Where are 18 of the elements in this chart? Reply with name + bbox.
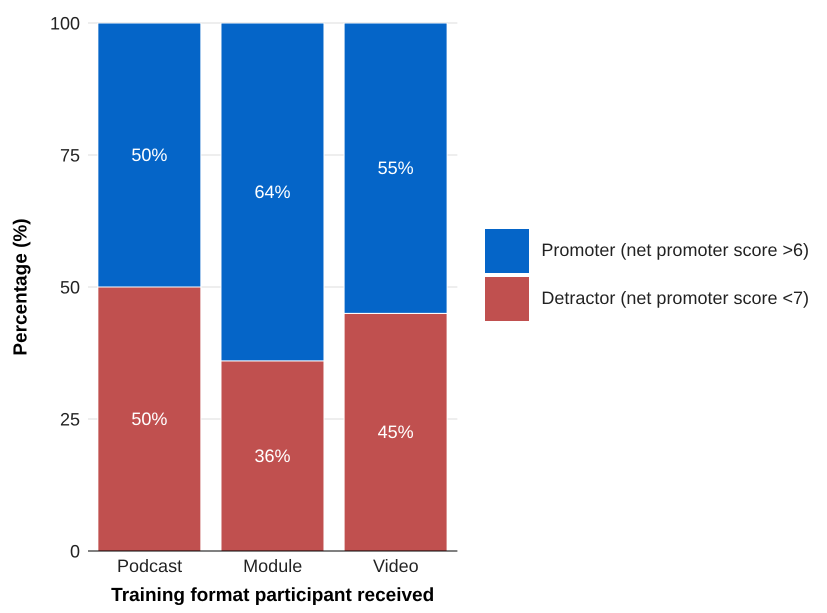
x-tick-label: Podcast — [117, 556, 182, 576]
x-tick-label: Video — [372, 556, 419, 576]
x-tick-label: Module — [243, 556, 302, 576]
y-tick-label: 25 — [60, 409, 80, 430]
y-tick-label: 75 — [60, 145, 80, 166]
y-axis-title: Percentage (%) — [10, 218, 32, 356]
data-label: 50% — [131, 409, 168, 429]
data-label: 45% — [378, 422, 414, 442]
y-tick-label: 50 — [60, 277, 80, 298]
data-label: 55% — [378, 158, 414, 178]
y-tick-label: 100 — [50, 13, 80, 34]
data-label: 36% — [254, 446, 290, 466]
y-tick-label: 0 — [70, 541, 80, 562]
x-axis-title: Training format participant received — [111, 585, 434, 606]
data-label: 50% — [131, 145, 168, 165]
text: Promoter (net promoter score >6) — [541, 240, 809, 261]
data-label: 64% — [254, 182, 290, 202]
text: Detractor (net promoter score <7) — [541, 288, 809, 309]
